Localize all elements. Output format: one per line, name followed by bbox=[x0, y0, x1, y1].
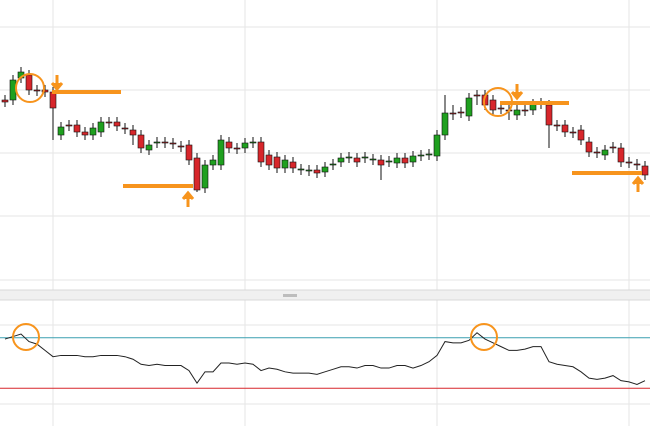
candle-body bbox=[633, 163, 641, 166]
candle-body bbox=[593, 151, 601, 154]
oscillator-line bbox=[4, 332, 646, 385]
candle-body bbox=[417, 154, 425, 157]
candle-body bbox=[561, 124, 569, 133]
candle-body bbox=[185, 144, 193, 161]
candle-body bbox=[585, 141, 593, 153]
candle-body bbox=[153, 141, 161, 144]
candle-body bbox=[233, 147, 241, 150]
candle-body bbox=[441, 112, 449, 136]
candle-body bbox=[49, 91, 57, 109]
candle-body bbox=[121, 127, 129, 130]
candle-body bbox=[41, 89, 49, 93]
candle-body bbox=[497, 107, 505, 110]
annotations bbox=[12, 73, 645, 351]
candle-body bbox=[569, 131, 577, 134]
candle-body bbox=[321, 166, 329, 173]
candle-body bbox=[553, 124, 561, 127]
candle-body bbox=[161, 141, 169, 144]
candle-body bbox=[305, 169, 313, 172]
candle-body bbox=[145, 144, 153, 151]
candle-body bbox=[257, 141, 265, 163]
candle-body bbox=[193, 157, 201, 191]
candle-body bbox=[273, 156, 281, 169]
candle-body bbox=[1, 99, 9, 103]
arrow-up bbox=[631, 175, 645, 192]
arrow-down bbox=[510, 84, 524, 101]
candle-body bbox=[65, 124, 73, 127]
candle-body bbox=[361, 156, 369, 159]
candle-body bbox=[105, 121, 113, 124]
candle-body bbox=[625, 161, 633, 164]
candle-body bbox=[521, 109, 529, 112]
candle-body bbox=[409, 155, 417, 163]
candle-body bbox=[9, 79, 17, 101]
candle-body bbox=[137, 134, 145, 149]
candle-body bbox=[265, 154, 273, 166]
candle-body bbox=[281, 159, 289, 169]
candle-body bbox=[25, 74, 33, 91]
highlight-circle bbox=[15, 73, 45, 103]
candle-body bbox=[217, 139, 225, 166]
candle-body bbox=[425, 153, 433, 156]
candle-body bbox=[393, 157, 401, 164]
marks bbox=[0, 67, 650, 389]
candle-body bbox=[241, 142, 249, 149]
candle-body bbox=[89, 127, 97, 136]
candle-body bbox=[601, 149, 609, 156]
candle-body bbox=[577, 129, 585, 141]
candle-body bbox=[249, 141, 257, 144]
candle-body bbox=[33, 89, 41, 92]
candle-body bbox=[353, 157, 361, 163]
candle-body bbox=[97, 121, 105, 133]
candle-body bbox=[473, 94, 481, 97]
divider-grip[interactable] bbox=[283, 294, 297, 297]
candle-body bbox=[289, 161, 297, 169]
candle-body bbox=[73, 124, 81, 133]
candle-body bbox=[297, 168, 305, 171]
highlight-circle bbox=[470, 323, 498, 351]
candle-body bbox=[513, 109, 521, 116]
candle-body bbox=[129, 129, 137, 136]
candle-body bbox=[457, 111, 465, 114]
candle-body bbox=[641, 165, 649, 176]
candle-body bbox=[329, 163, 337, 166]
candle-body bbox=[433, 134, 441, 157]
panel-divider[interactable] bbox=[0, 290, 650, 300]
arrow-down bbox=[50, 75, 64, 92]
candle-body bbox=[345, 156, 353, 159]
candle-body bbox=[545, 104, 553, 126]
candle-body bbox=[201, 164, 209, 189]
candle-body bbox=[369, 158, 377, 161]
candle-body bbox=[617, 147, 625, 163]
arrow-up bbox=[181, 190, 195, 207]
candle-body bbox=[113, 121, 121, 127]
candle-body bbox=[385, 160, 393, 163]
candle-body bbox=[465, 97, 473, 117]
candle-body bbox=[169, 142, 177, 145]
candle-body bbox=[401, 157, 409, 164]
candle-body bbox=[449, 112, 457, 115]
candle-body bbox=[609, 146, 617, 149]
candle-body bbox=[313, 169, 321, 174]
highlight-circle bbox=[12, 323, 40, 351]
candle-body bbox=[377, 159, 385, 166]
candle-body bbox=[225, 141, 233, 149]
candle-body bbox=[177, 145, 185, 148]
candle-body bbox=[489, 99, 497, 111]
candle-body bbox=[209, 159, 217, 166]
candle-body bbox=[337, 157, 345, 163]
candle-body bbox=[57, 126, 65, 136]
candle-body bbox=[81, 131, 89, 136]
